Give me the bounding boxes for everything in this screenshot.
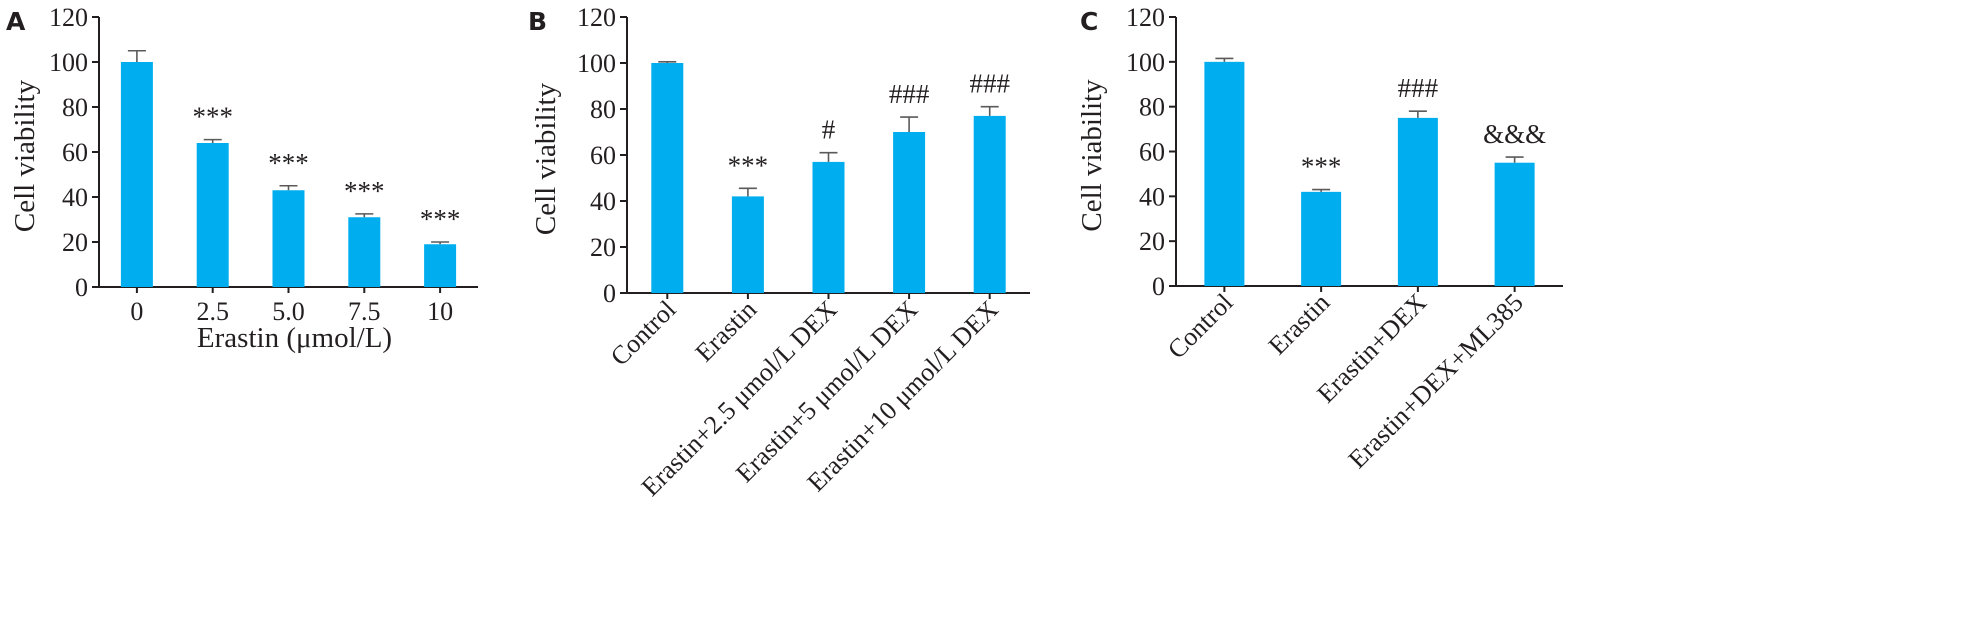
bar: [973, 115, 1006, 294]
y-tick-label: 80: [1139, 93, 1165, 122]
bar: [1397, 117, 1438, 286]
y-axis-title: Cell viability: [1076, 79, 1108, 232]
significance-label: ***: [192, 102, 233, 132]
panel-a: A 0 20 40 60 80 100 120 Cell viability 0 *** 2.5 ***…: [6, 3, 478, 354]
y-tick-label: 40: [62, 183, 88, 212]
significance-label: ***: [420, 204, 461, 234]
bar: [1301, 191, 1342, 286]
x-axis-title: Erastin (μmol/L): [197, 322, 392, 354]
bar: [196, 143, 229, 287]
x-tick-label: Erastin+DEX+ML385: [1343, 288, 1529, 474]
y-tick-label: 0: [75, 273, 88, 302]
x-tick-label: 7.5: [348, 297, 381, 326]
y-axis-title: Cell viability: [9, 79, 41, 232]
significance-label: #: [822, 115, 836, 145]
x-tick-label: Control: [605, 295, 682, 372]
bar: [893, 132, 926, 293]
significance-label: ***: [344, 176, 385, 206]
bar: [1494, 162, 1535, 286]
y-tick-label: 20: [62, 228, 88, 257]
significance-label: ###: [1398, 73, 1439, 103]
y-tick-label: 120: [49, 3, 88, 32]
significance-label: ###: [889, 79, 930, 109]
y-tick-label: 40: [1139, 182, 1165, 211]
bar: [120, 62, 153, 287]
y-tick-label: 80: [62, 93, 88, 122]
bar: [348, 217, 381, 287]
panel-letter: C: [1080, 7, 1098, 36]
y-tick-label: 40: [590, 187, 616, 216]
x-tick-label: Control: [1162, 288, 1239, 365]
y-tick-label: 60: [62, 138, 88, 167]
bar: [812, 161, 845, 293]
x-tick-label: 0: [130, 297, 143, 326]
x-tick-label: 5.0: [272, 297, 305, 326]
y-tick-label: 0: [1152, 272, 1165, 301]
y-tick-label: 80: [590, 95, 616, 124]
y-tick-label: 60: [1139, 138, 1165, 167]
y-tick-label: 100: [49, 48, 88, 77]
x-tick-label: 2.5: [196, 297, 229, 326]
panel-c: C 0 20 40 60 80 100 120 Cell viability Control ***…: [1076, 3, 1563, 474]
x-tick-label: Erastin: [1263, 288, 1336, 361]
y-axis-title: Cell viability: [530, 82, 562, 235]
y-tick-label: 0: [603, 279, 616, 308]
y-tick-label: 100: [577, 49, 616, 78]
y-tick-label: 20: [1139, 227, 1165, 256]
y-tick-label: 100: [1126, 48, 1165, 77]
panel-b: B 0 20 40 60 80 100 120 Cell viability Control ***…: [528, 3, 1030, 502]
significance-label: ###: [969, 69, 1010, 99]
bar: [424, 244, 457, 287]
panel-letter: B: [528, 7, 547, 36]
significance-label: ***: [1301, 152, 1342, 182]
significance-label: ***: [268, 148, 309, 178]
bar: [651, 63, 684, 293]
panel-letter: A: [6, 7, 26, 36]
bar: [1204, 61, 1245, 287]
y-tick-label: 20: [590, 233, 616, 262]
y-tick-label: 120: [577, 3, 616, 32]
significance-label: &&&: [1483, 119, 1546, 149]
y-tick-label: 60: [590, 141, 616, 170]
bar: [731, 196, 764, 293]
x-tick-label: 10: [427, 297, 453, 326]
y-tick-label: 120: [1126, 3, 1165, 32]
x-tick-label: Erastin: [690, 295, 763, 368]
bar: [272, 190, 305, 287]
significance-label: ***: [728, 150, 769, 180]
